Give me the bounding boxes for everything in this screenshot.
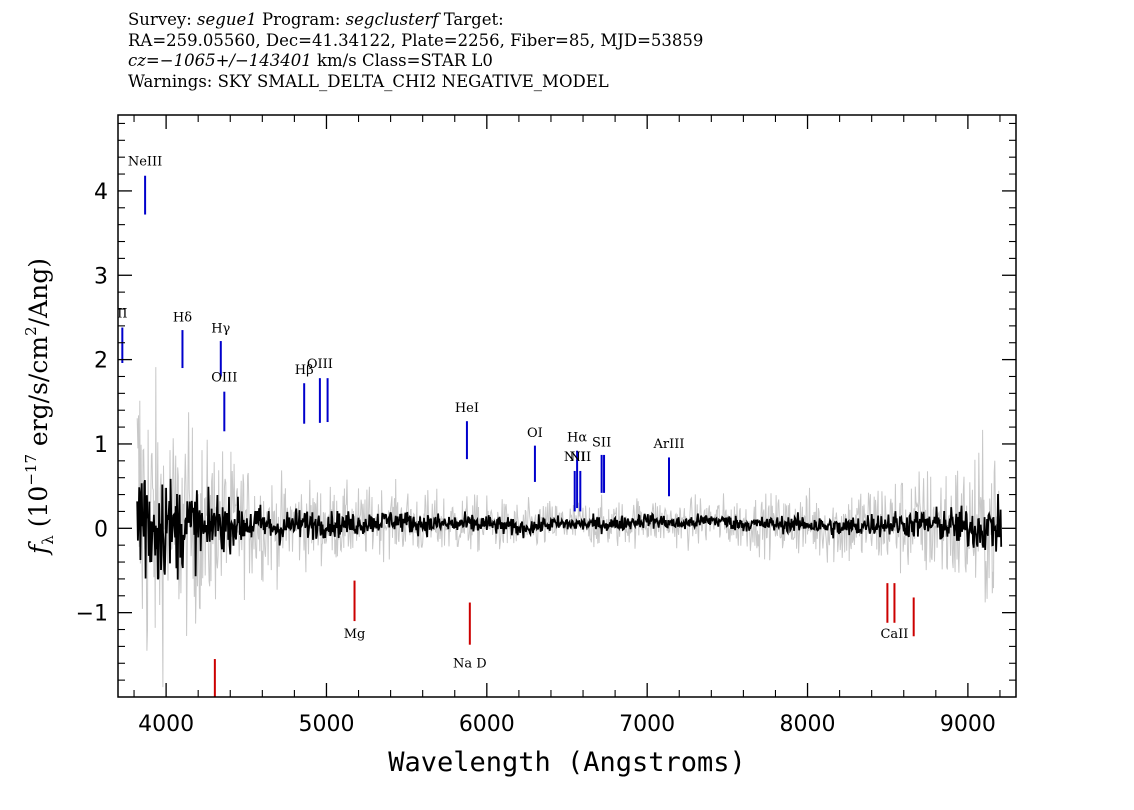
- emission-line-label: ArIII: [652, 437, 684, 452]
- emission-line-label: Hδ: [173, 311, 192, 326]
- y-tick-label: 0: [94, 517, 108, 542]
- absorption-line-label: Mg: [344, 627, 366, 642]
- cz-label: cz=: [128, 51, 160, 70]
- y-label-close: /Ang): [24, 258, 53, 326]
- cz-class: km/s Class=STAR L0: [311, 51, 493, 70]
- emission-line-label: HeI: [455, 401, 479, 416]
- y-tick-label: 3: [94, 264, 108, 289]
- spectrum-header: Survey: segue1 Program: segclusterf Targ…: [128, 10, 703, 92]
- survey-label: Survey:: [128, 10, 192, 29]
- x-tick-label: 5000: [298, 712, 354, 737]
- header-line-redshift: cz=−1065+/−143401 km/s Class=STAR L0: [128, 51, 703, 72]
- emission-line-label: OIII: [211, 371, 237, 386]
- target-label: Target:: [443, 10, 504, 29]
- y-label-sq: 2: [22, 326, 40, 336]
- axis-ticks: 4000 5000 6000 7000 8000 9000 −1 0 1 2 3 4: [76, 115, 1016, 737]
- y-label-open: (10: [24, 486, 53, 536]
- x-tick-label: 9000: [940, 712, 996, 737]
- x-tick-label: 6000: [459, 712, 515, 737]
- flux-series-line: [136, 478, 1003, 580]
- y-label-exp: −17: [22, 454, 40, 486]
- cz-value: −1065+/−143401: [159, 51, 312, 70]
- emission-line-label: NII: [564, 450, 586, 465]
- header-line-warnings: Warnings: SKY SMALL_DELTA_CHI2 NEGATIVE_…: [128, 71, 609, 91]
- emission-line-label: OIII: [307, 357, 333, 372]
- header-line-coordinates: RA=259.05560, Dec=41.34122, Plate=2256, …: [128, 30, 704, 50]
- x-tick-label: 8000: [780, 712, 836, 737]
- x-axis-label: Wavelength (Angstroms): [388, 747, 746, 778]
- emission-line-label: Hβ: [295, 363, 314, 378]
- emission-line-label: II: [117, 306, 127, 321]
- emission-line-label: NII: [569, 450, 591, 465]
- y-tick-label: 2: [94, 349, 108, 374]
- y-tick-label: 4: [94, 180, 108, 205]
- emission-line-label: Hα: [567, 430, 587, 445]
- y-label-lambda: λ: [39, 535, 57, 545]
- program-value: segclusterf: [345, 10, 439, 29]
- y-tick-label: 1: [94, 433, 108, 458]
- absorption-line-label: CaII: [880, 627, 908, 642]
- flux-spectrum: [136, 478, 1003, 580]
- plot-frame: [117, 114, 1017, 698]
- y-label-f: f: [24, 541, 53, 556]
- absorption-line-label: Na D: [453, 656, 487, 671]
- survey-value: segue1: [197, 10, 257, 29]
- emission-line-label: SII: [592, 435, 611, 450]
- y-tick-label: −1: [76, 602, 108, 627]
- header-line-survey: Survey: segue1 Program: segclusterf Targ…: [128, 10, 703, 31]
- emission-line-label: NeIII: [128, 155, 162, 170]
- x-tick-label: 4000: [138, 712, 194, 737]
- y-label-mid: erg/s/cm: [24, 336, 53, 454]
- emission-line-label: OI: [527, 426, 543, 441]
- program-label: Program:: [261, 10, 341, 29]
- y-axis-label: fλ (10−17 erg/s/cm2/Ang): [22, 258, 57, 556]
- x-tick-label: 7000: [619, 712, 675, 737]
- emission-line-label: Hγ: [211, 322, 230, 337]
